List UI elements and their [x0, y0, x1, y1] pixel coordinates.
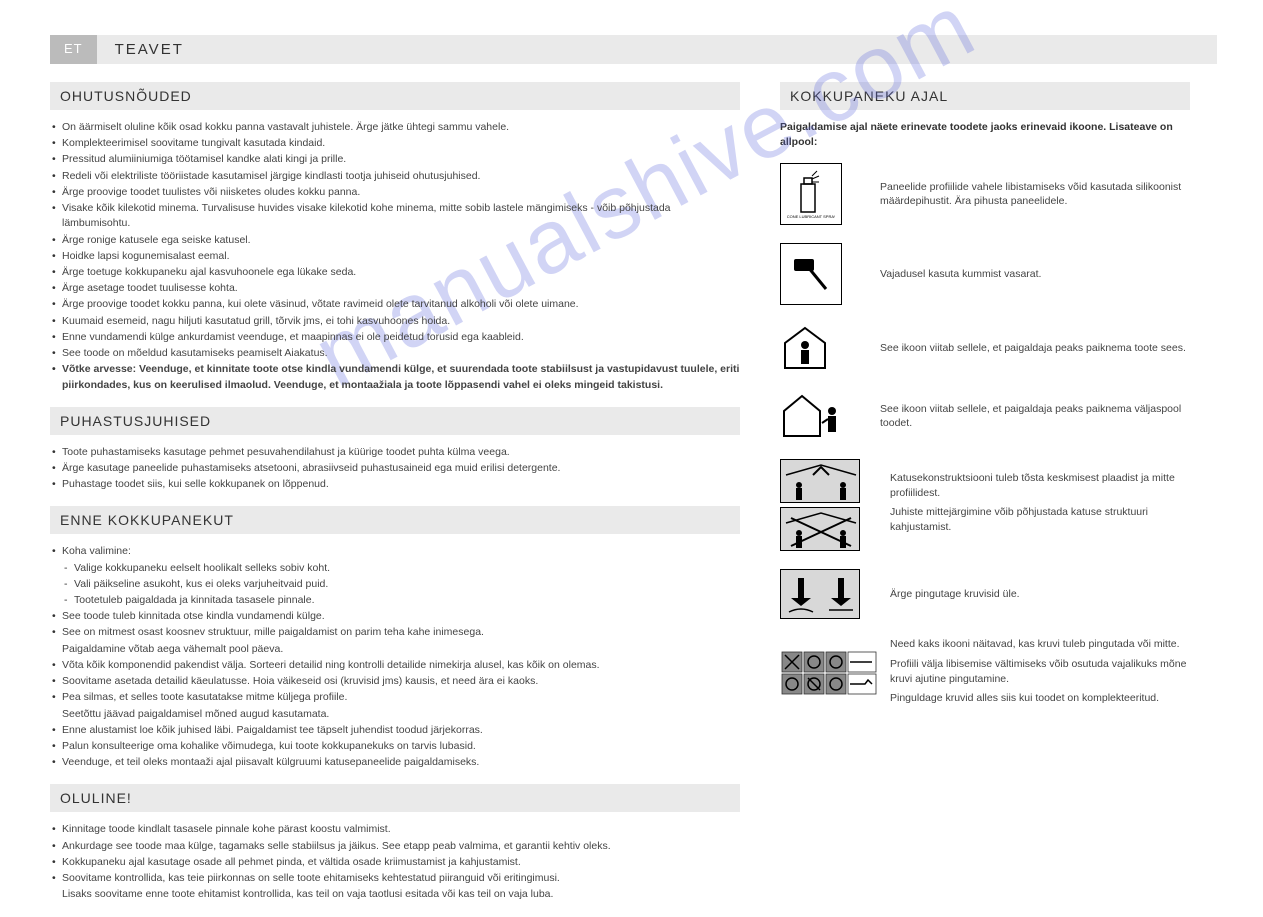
list-item: Pea silmas, et selles toote kasutatakse … [50, 690, 740, 705]
section-safety-header: OHUTUSNÕUDED [50, 82, 740, 110]
assembly-intro: Paigaldamise ajal näete erinevate toodet… [780, 120, 1190, 149]
right-column: KOKKUPANEKU AJAL Paigaldamise ajal näete… [780, 82, 1190, 917]
list-item: Võta kõik komponendid pakendist välja. S… [50, 658, 740, 673]
list-item: Kinnitage toode kindlalt tasasele pinnal… [50, 822, 740, 837]
list-item: Ärge proovige toodet kokku panna, kui ol… [50, 297, 740, 312]
spray-text: Paneelide profiilide vahele libistamisek… [880, 180, 1190, 209]
svg-text:SILICONE LUBRICANT SPRAY: SILICONE LUBRICANT SPRAY [787, 214, 835, 219]
list-item: Pressitud alumiiniumiga töötamisel kandk… [50, 152, 740, 167]
roof-lift-icon [780, 459, 862, 551]
icon-row-outside: See ikoon viitab sellele, et paigaldaja … [780, 391, 1190, 441]
icon-row-mallet: Vajadusel kasuta kummist vasarat. [780, 243, 1190, 305]
icon-row-tighten: Need kaks ikooni näitavad, kas kruvi tul… [780, 637, 1190, 711]
section-before-header: ENNE KOKKUPANEKUT [50, 506, 740, 534]
list-item: Palun konsulteerige oma kohalike võimude… [50, 739, 740, 754]
list-item-cont: Paigaldamine võtab aega vähemalt pool pä… [50, 642, 740, 657]
list-item: Visake kõik kilekotid minema. Turvalisus… [50, 201, 740, 231]
list-item: Hoidke lapsi kogunemisalast eemal. [50, 249, 740, 264]
list-item: Redeli või elektriliste tööriistade kasu… [50, 169, 740, 184]
list-item: Ärge ronige katusele ega seiske katusel. [50, 233, 740, 248]
language-code: ET [50, 35, 97, 64]
left-column: OHUTUSNÕUDED On äärmiselt oluline kõik o… [50, 82, 740, 917]
mallet-text: Vajadusel kasuta kummist vasarat. [880, 267, 1041, 282]
list-item: Ärge proovige toodet tuulistes või niisk… [50, 185, 740, 200]
list-item: Soovitame asetada detailid käeulatusse. … [50, 674, 740, 689]
section-important-header: OLULINE! [50, 784, 740, 812]
before-list: Koha valimine: Valige kokkupaneku eelsel… [50, 544, 740, 770]
list-item: Puhastage toodet siis, kui selle kokkupa… [50, 477, 740, 492]
spray-icon: SILICONE LUBRICANT SPRAY [780, 163, 852, 225]
list-item: On äärmiselt oluline kõik osad kokku pan… [50, 120, 740, 135]
important-list: Kinnitage toode kindlalt tasasele pinnal… [50, 822, 740, 902]
inside-text: See ikoon viitab sellele, et paigaldaja … [880, 341, 1186, 356]
list-item: Veenduge, et teil oleks montaaži ajal pi… [50, 755, 740, 770]
list-item: Koha valimine: [50, 544, 740, 559]
list-item-cont: Lisaks soovitame enne toote ehitamist ko… [50, 887, 740, 902]
icon-row-roof: Katusekonstruktsiooni tuleb tõsta keskmi… [780, 459, 1190, 551]
section-cleaning-header: PUHASTUSJUHISED [50, 407, 740, 435]
list-item: Toote puhastamiseks kasutage pehmet pesu… [50, 445, 740, 460]
roof-text: Katusekonstruktsiooni tuleb tõsta keskmi… [890, 471, 1190, 540]
person-outside-icon [780, 391, 852, 441]
list-item: See on mitmest osast koosnev struktuur, … [50, 625, 740, 640]
list-item: See toode on mõeldud kasutamiseks peamis… [50, 346, 740, 361]
list-item: Ankurdage see toode maa külge, tagamaks … [50, 839, 740, 854]
page-title: TEAVET [97, 35, 1217, 64]
cleaning-list: Toote puhastamiseks kasutage pehmet pesu… [50, 445, 740, 493]
list-item: Kuumaid esemeid, nagu hiljuti kasutatud … [50, 314, 740, 329]
list-item: Ärge kasutage paneelide puhastamiseks at… [50, 461, 740, 476]
section-assembly-header: KOKKUPANEKU AJAL [780, 82, 1190, 110]
icon-row-inside: See ikoon viitab sellele, et paigaldaja … [780, 323, 1190, 373]
tighten-text: Need kaks ikooni näitavad, kas kruvi tul… [890, 637, 1190, 711]
list-item-cont: Seetõttu jäävad paigaldamisel mõned augu… [50, 707, 740, 722]
outside-text: See ikoon viitab sellele, et paigaldaja … [880, 402, 1190, 431]
list-item: Enne alustamist loe kõik juhised läbi. P… [50, 723, 740, 738]
list-item: See toode tuleb kinnitada otse kindla vu… [50, 609, 740, 624]
icon-row-screws: Ärge pingutage kruvisid üle. [780, 569, 1190, 619]
mallet-icon [780, 243, 852, 305]
list-item: Ärge asetage toodet tuulisesse kohta. [50, 281, 740, 296]
icon-row-spray: SILICONE LUBRICANT SPRAY Paneelide profi… [780, 163, 1190, 225]
list-item-bold: Võtke arvesse: Veenduge, et kinnitate to… [50, 362, 740, 392]
list-item: Soovitame kontrollida, kas teie piirkonn… [50, 871, 740, 886]
list-item: Enne vundamendi külge ankurdamist veendu… [50, 330, 740, 345]
page-header: ET TEAVET [50, 35, 1213, 64]
list-item: Ärge toetuge kokkupaneku ajal kasvuhoone… [50, 265, 740, 280]
person-inside-icon [780, 323, 852, 373]
screws-icon [780, 569, 862, 619]
list-subitem: Vali päikseline asukoht, kus ei oleks va… [50, 577, 740, 592]
list-item: Kokkupaneku ajal kasutage osade all pehm… [50, 855, 740, 870]
list-item: Komplekteerimisel soovitame tungivalt ka… [50, 136, 740, 151]
safety-list: On äärmiselt oluline kõik osad kokku pan… [50, 120, 740, 393]
list-subitem: Valige kokkupaneku eelselt hoolikalt sel… [50, 561, 740, 576]
tighten-icons [780, 650, 862, 698]
list-subitem: Tootetuleb paigaldada ja kinnitada tasas… [50, 593, 740, 608]
screws-text: Ärge pingutage kruvisid üle. [890, 587, 1020, 602]
